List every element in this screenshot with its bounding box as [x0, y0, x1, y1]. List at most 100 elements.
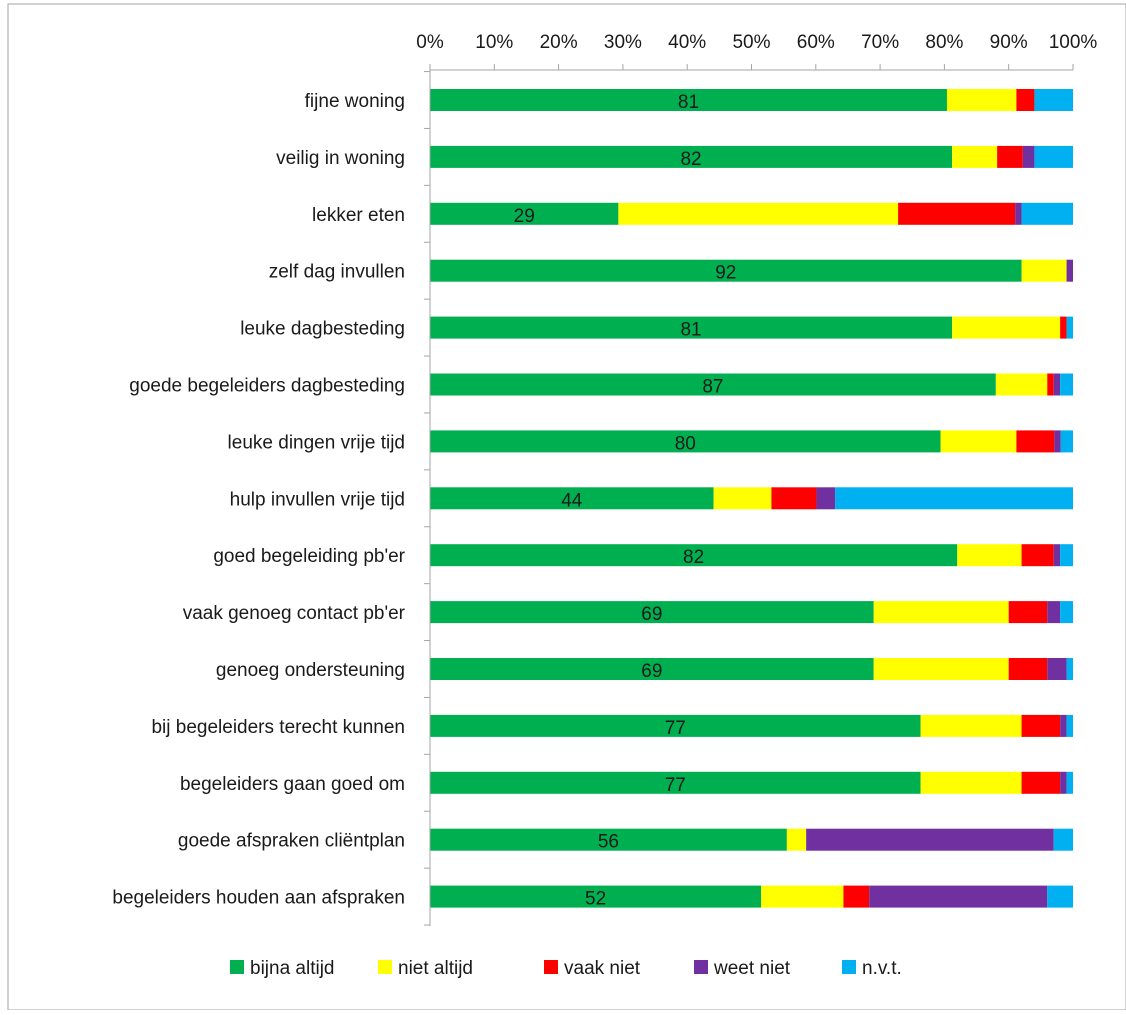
category-label: fijne woning	[305, 91, 405, 112]
bar-segment	[1021, 202, 1073, 225]
bar-segment	[1016, 89, 1035, 111]
x-tick-label: 70%	[861, 32, 899, 53]
legend-label: bijna altijd	[250, 958, 335, 979]
x-tick-label: 100%	[1049, 32, 1098, 53]
category-label: begeleiders gaan goed om	[180, 774, 405, 795]
bar-segment	[430, 885, 762, 908]
data-label: 82	[680, 149, 701, 170]
x-tick-label: 90%	[990, 32, 1028, 53]
bar-segment	[430, 828, 787, 851]
legend-swatch	[544, 960, 558, 974]
bar-segment	[940, 430, 1017, 453]
data-label: 44	[561, 490, 583, 511]
data-label: 77	[665, 718, 686, 739]
x-tick-label: 10%	[475, 32, 513, 53]
bar-segment	[920, 714, 1022, 737]
bar-segment	[1021, 259, 1067, 282]
bar-segment	[1060, 544, 1073, 567]
data-label: 82	[683, 547, 704, 568]
bar-segment	[1021, 771, 1061, 794]
bar-segment	[1066, 771, 1073, 794]
bar-segment	[1008, 658, 1048, 680]
bar-segment	[920, 771, 1022, 794]
data-label: 56	[598, 832, 619, 853]
bar-segment	[946, 89, 1017, 111]
x-tick-label: 20%	[540, 32, 578, 53]
bar-segment	[1047, 885, 1073, 908]
category-label: goede begeleiders dagbesteding	[129, 376, 405, 397]
x-tick-label: 60%	[797, 32, 835, 53]
bar-segment	[771, 487, 817, 510]
category-label: zelf dag invullen	[269, 262, 405, 283]
category-label: genoeg ondersteuning	[216, 660, 405, 681]
bar-segment	[869, 885, 1048, 908]
bar-segment	[761, 885, 844, 908]
bar-segment	[898, 202, 1016, 225]
category-label: vaak genoeg contact pb'er	[183, 603, 406, 624]
bar-segment	[430, 259, 1022, 282]
bar-segment	[430, 487, 714, 510]
legend-label: niet altijd	[398, 958, 473, 979]
category-label: lekker eten	[312, 205, 405, 226]
legend-swatch	[694, 960, 708, 974]
bar-segment	[1060, 601, 1073, 624]
x-tick-label: 30%	[604, 32, 642, 53]
bar-segment	[1060, 771, 1067, 794]
bar-segment	[1034, 89, 1073, 111]
x-tick-label: 40%	[668, 32, 706, 53]
bar-segment	[1066, 658, 1073, 680]
bar-segment	[1053, 373, 1061, 396]
legend-swatch	[378, 960, 392, 974]
bar-segment	[1060, 316, 1067, 339]
bar-segment	[835, 487, 1073, 510]
legend-label: weet niet	[713, 958, 791, 979]
bar-segment	[1021, 714, 1061, 737]
bar-segment	[1022, 145, 1035, 168]
bar-segment	[873, 658, 1009, 680]
legend-label: n.v.t.	[862, 958, 902, 979]
category-label: veilig in woning	[276, 148, 405, 169]
x-tick-label: 80%	[925, 32, 963, 53]
data-label: 69	[641, 661, 662, 682]
x-tick-label: 0%	[416, 32, 444, 53]
category-label: begeleiders houden aan afspraken	[112, 888, 405, 909]
bar-segment	[430, 373, 996, 396]
data-label: 92	[715, 263, 736, 284]
bar-segment	[997, 145, 1023, 168]
bar-segment	[430, 316, 953, 339]
bar-segment	[430, 771, 921, 794]
bar-segment	[430, 658, 874, 680]
bar-segment	[1016, 430, 1055, 453]
category-label: goed begeleiding pb'er	[213, 546, 405, 567]
bar-segment	[1066, 316, 1073, 339]
bar-segment	[430, 145, 953, 168]
data-label: 80	[675, 433, 696, 454]
bar-segment	[430, 544, 958, 567]
bar-segment	[1034, 145, 1073, 168]
bar-segment	[430, 89, 947, 111]
bar-segment	[1021, 544, 1054, 567]
data-label: 52	[585, 889, 606, 910]
x-tick-label: 50%	[732, 32, 770, 53]
bar-segment	[957, 544, 1022, 567]
data-label: 29	[514, 206, 535, 227]
bar-segment	[430, 202, 619, 225]
bar-segment	[786, 828, 807, 851]
data-label: 77	[665, 775, 686, 796]
bar-segment	[806, 828, 1054, 851]
bar-segment	[618, 202, 899, 225]
data-label: 87	[702, 377, 723, 398]
legend-swatch	[842, 960, 856, 974]
bar-segment	[1060, 373, 1073, 396]
bar-segment	[1060, 430, 1073, 453]
bar-segment	[1054, 430, 1061, 453]
bar-segment	[1066, 714, 1073, 737]
bar-segment	[995, 373, 1048, 396]
category-label: hulp invullen vrije tijd	[230, 489, 405, 510]
bar-segment	[1015, 202, 1022, 225]
legend-swatch	[230, 960, 244, 974]
bar-segment	[1008, 601, 1048, 624]
bar-segment	[1047, 373, 1054, 396]
